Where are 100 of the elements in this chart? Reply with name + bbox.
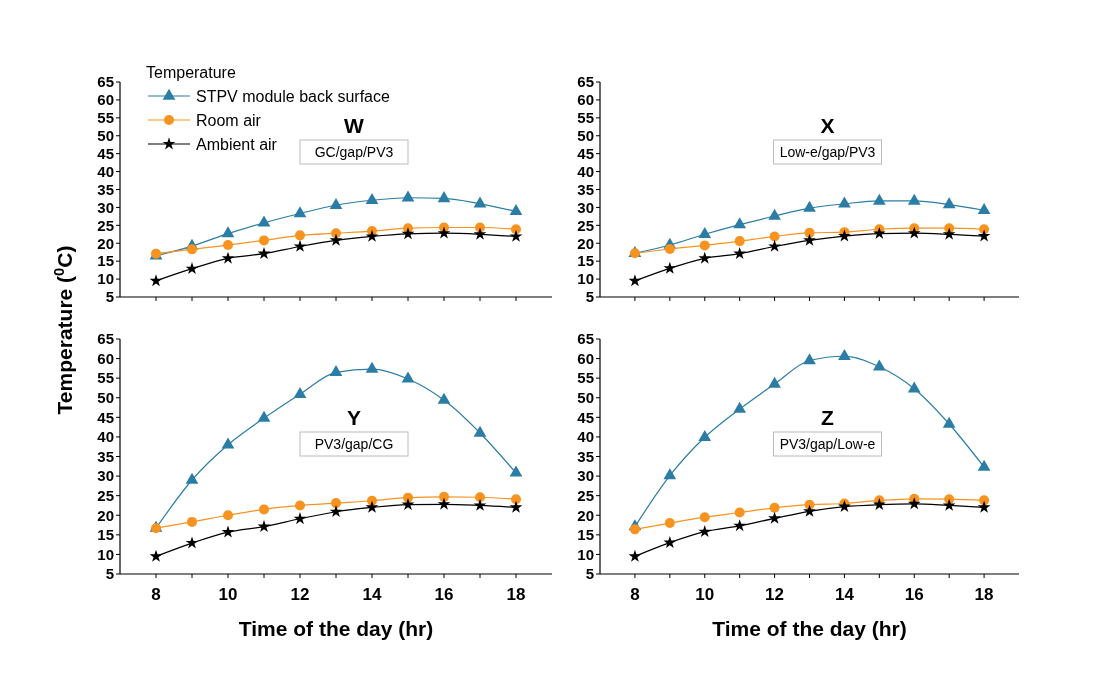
point bbox=[401, 371, 415, 383]
point bbox=[149, 274, 163, 287]
point bbox=[223, 240, 233, 251]
point bbox=[293, 512, 307, 525]
point bbox=[403, 492, 413, 503]
x-tick-label: 10 bbox=[218, 585, 238, 604]
y-tick-label: 20 bbox=[97, 506, 114, 524]
y-tick-label: 45 bbox=[97, 408, 114, 426]
point bbox=[475, 492, 485, 503]
x-tick-label: 8 bbox=[151, 585, 161, 604]
point bbox=[838, 348, 851, 360]
x-axis-title: Time of the day (hr) bbox=[712, 617, 907, 640]
point bbox=[293, 386, 307, 398]
text: PV3/gap/Low-e bbox=[779, 436, 876, 452]
point bbox=[977, 229, 991, 242]
text: X bbox=[820, 114, 835, 137]
y-tick-label: 55 bbox=[97, 369, 114, 387]
point bbox=[473, 498, 487, 511]
text: Low-e/gap/PV3 bbox=[779, 144, 876, 160]
point bbox=[509, 500, 523, 513]
x-tick-label: 16 bbox=[904, 585, 924, 604]
point bbox=[401, 227, 415, 240]
point bbox=[365, 229, 379, 242]
point bbox=[295, 230, 305, 241]
point bbox=[187, 244, 197, 255]
point bbox=[295, 500, 305, 511]
point bbox=[437, 191, 451, 203]
point bbox=[365, 361, 379, 373]
y-tick-label: 15 bbox=[97, 252, 114, 270]
point bbox=[437, 392, 451, 404]
text: PV3/gap/CG bbox=[314, 436, 394, 452]
y-tick-label: 10 bbox=[97, 270, 114, 288]
point bbox=[628, 549, 642, 562]
text: GC/gap/PV3 bbox=[314, 144, 394, 160]
y-tick-label: 25 bbox=[577, 216, 594, 234]
point bbox=[365, 192, 379, 204]
point bbox=[437, 497, 451, 510]
point bbox=[804, 227, 815, 238]
point bbox=[803, 200, 816, 212]
point bbox=[511, 494, 521, 505]
y-tick-label: 65 bbox=[577, 330, 594, 348]
point bbox=[979, 495, 990, 506]
point bbox=[977, 500, 991, 513]
point bbox=[509, 204, 523, 216]
point bbox=[475, 222, 485, 233]
y-tick-label: 60 bbox=[577, 91, 594, 109]
point bbox=[331, 498, 341, 509]
point bbox=[223, 510, 233, 521]
y-tick-label: 35 bbox=[577, 447, 594, 465]
text: Z bbox=[821, 406, 835, 429]
y-tick-label: 25 bbox=[577, 486, 594, 504]
point bbox=[437, 226, 451, 239]
point bbox=[509, 229, 523, 242]
point bbox=[734, 236, 745, 247]
point bbox=[907, 193, 921, 205]
y-tick-label: 50 bbox=[97, 127, 114, 144]
y-tick-label: 35 bbox=[577, 180, 594, 198]
point bbox=[769, 502, 780, 513]
point bbox=[185, 536, 199, 549]
point bbox=[907, 381, 921, 393]
legend-title: Temperature bbox=[146, 64, 236, 81]
y-tick-label: 5 bbox=[105, 565, 114, 583]
y-tick-label: 55 bbox=[577, 109, 594, 127]
point bbox=[769, 231, 780, 242]
point bbox=[187, 516, 197, 527]
point bbox=[733, 401, 747, 413]
y-tick-label: 40 bbox=[97, 162, 114, 180]
point bbox=[698, 525, 712, 538]
point bbox=[509, 465, 523, 477]
x-tick-label: 12 bbox=[765, 585, 785, 604]
point bbox=[628, 274, 642, 287]
point bbox=[698, 251, 712, 264]
y-tick-label: 30 bbox=[577, 198, 594, 216]
y-tick-label: 30 bbox=[97, 467, 114, 485]
y-tick-label: 30 bbox=[577, 467, 594, 485]
point bbox=[733, 519, 747, 532]
point bbox=[293, 206, 307, 218]
point bbox=[768, 208, 781, 220]
point bbox=[734, 507, 745, 518]
point bbox=[663, 468, 677, 480]
y-tick-label: 5 bbox=[105, 288, 114, 306]
x-tick-label: 18 bbox=[506, 585, 526, 604]
y-tick-label: 50 bbox=[97, 389, 114, 406]
y-tick-label: 10 bbox=[577, 270, 594, 288]
point bbox=[511, 224, 521, 235]
point bbox=[473, 196, 487, 208]
point bbox=[401, 190, 415, 202]
point bbox=[629, 524, 640, 535]
point bbox=[663, 535, 677, 549]
point bbox=[257, 519, 271, 533]
y-tick-label: 20 bbox=[97, 234, 114, 252]
y-tick-label: 45 bbox=[577, 144, 594, 162]
point bbox=[331, 228, 341, 239]
y-tick-label: 10 bbox=[577, 545, 594, 563]
point bbox=[768, 239, 781, 252]
point bbox=[329, 197, 343, 209]
point bbox=[872, 193, 886, 205]
legend-label: Ambient air bbox=[196, 135, 278, 153]
y-tick-label: 10 bbox=[97, 545, 114, 563]
point bbox=[907, 497, 921, 510]
